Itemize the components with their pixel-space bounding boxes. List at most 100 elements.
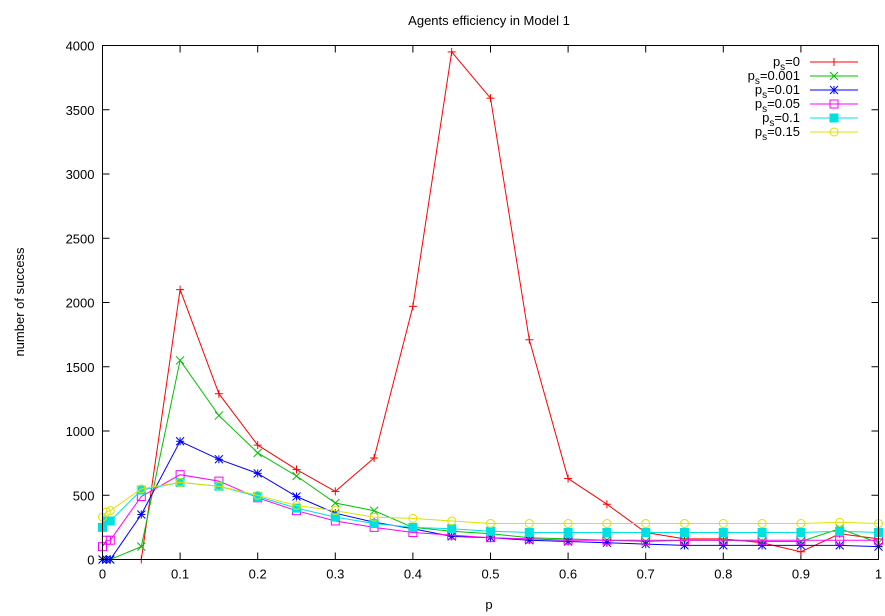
data-point bbox=[408, 522, 418, 532]
data-point bbox=[214, 389, 223, 398]
x-tick-label: 0.3 bbox=[326, 567, 344, 582]
data-point bbox=[105, 535, 115, 545]
y-tick-label: 500 bbox=[73, 488, 95, 503]
data-point bbox=[680, 541, 689, 550]
data-point bbox=[525, 335, 534, 344]
data-point bbox=[829, 127, 839, 137]
data-point bbox=[292, 501, 301, 511]
data-point bbox=[136, 510, 146, 519]
x-tick-label: 0.7 bbox=[637, 567, 655, 582]
data-point bbox=[370, 453, 379, 462]
x-tick-label: 0.8 bbox=[714, 567, 732, 582]
data-point bbox=[796, 541, 806, 550]
legend-label: ps=0 bbox=[773, 54, 800, 73]
plot-frame bbox=[102, 45, 879, 560]
data-point bbox=[447, 516, 457, 526]
data-point bbox=[757, 528, 767, 538]
data-point bbox=[214, 411, 224, 420]
legend-label: ps=0.001 bbox=[748, 68, 800, 87]
data-point bbox=[486, 526, 495, 536]
data-point bbox=[486, 519, 495, 529]
data-point bbox=[253, 469, 263, 478]
y-tick-label: 4000 bbox=[66, 39, 95, 54]
data-point bbox=[835, 526, 845, 536]
x-tick-label: 0.4 bbox=[404, 567, 422, 582]
data-point bbox=[447, 524, 457, 534]
data-point bbox=[718, 519, 728, 529]
data-point bbox=[105, 516, 115, 526]
y-tick-label: 2500 bbox=[66, 231, 95, 246]
data-point bbox=[136, 542, 146, 552]
data-point bbox=[641, 528, 651, 538]
data-point bbox=[292, 465, 301, 474]
data-point bbox=[718, 541, 728, 550]
data-point bbox=[680, 528, 689, 538]
data-point bbox=[175, 355, 185, 365]
data-point bbox=[563, 519, 573, 529]
data-point bbox=[829, 113, 839, 123]
y-tick-label: 0 bbox=[87, 553, 94, 568]
data-point bbox=[829, 71, 839, 81]
data-point bbox=[214, 481, 224, 491]
legend-item: ps=0.001 bbox=[748, 68, 858, 87]
y-tick-label: 1000 bbox=[66, 424, 95, 439]
data-point bbox=[292, 492, 301, 501]
legend-item: ps=0.05 bbox=[755, 96, 858, 115]
data-point bbox=[330, 498, 340, 508]
x-tick-label: 0.5 bbox=[481, 567, 499, 582]
data-point bbox=[175, 477, 185, 487]
data-point bbox=[830, 58, 838, 66]
y-tick-label: 3000 bbox=[66, 167, 95, 182]
data-point bbox=[253, 441, 262, 450]
x-axis-label: p bbox=[485, 597, 492, 612]
data-point bbox=[835, 535, 845, 545]
data-point bbox=[524, 519, 534, 529]
data-point bbox=[796, 528, 806, 538]
y-axis-label: number of success bbox=[12, 247, 27, 357]
data-point bbox=[796, 519, 806, 529]
data-point bbox=[136, 484, 146, 494]
legend-label: ps=0.15 bbox=[755, 124, 800, 143]
legend-item: ps=0 bbox=[773, 54, 858, 73]
data-point bbox=[253, 490, 263, 500]
legend-item: ps=0.01 bbox=[755, 82, 858, 101]
data-point bbox=[641, 519, 651, 529]
series-line bbox=[102, 481, 879, 524]
y-tick-label: 2000 bbox=[66, 296, 95, 311]
data-point bbox=[331, 487, 340, 496]
legend-label: ps=0.05 bbox=[755, 96, 800, 115]
legend-label: ps=0.01 bbox=[755, 82, 800, 101]
x-tick-label: 0 bbox=[99, 567, 106, 582]
data-point bbox=[757, 541, 767, 550]
data-point bbox=[214, 454, 224, 464]
data-point bbox=[408, 513, 418, 523]
data-point bbox=[176, 285, 185, 294]
data-point bbox=[330, 512, 340, 522]
legend-item: ps=0.15 bbox=[755, 124, 858, 143]
data-point bbox=[835, 517, 845, 527]
data-point bbox=[408, 302, 417, 311]
data-point bbox=[253, 448, 263, 458]
data-point bbox=[175, 436, 185, 446]
data-point bbox=[486, 94, 495, 103]
series-5 bbox=[98, 477, 883, 529]
legend-label: ps=0.1 bbox=[762, 110, 800, 129]
data-point bbox=[718, 528, 728, 538]
data-point bbox=[602, 519, 612, 529]
data-point bbox=[757, 519, 767, 529]
data-point bbox=[564, 474, 573, 483]
data-point bbox=[330, 506, 340, 516]
x-tick-label: 1 bbox=[875, 567, 882, 582]
legend-item: ps=0.1 bbox=[762, 110, 858, 129]
data-point bbox=[829, 85, 839, 95]
x-tick-label: 0.6 bbox=[559, 567, 577, 582]
y-tick-label: 3500 bbox=[66, 103, 95, 118]
data-point bbox=[563, 528, 573, 538]
x-tick-label: 0.1 bbox=[171, 567, 189, 582]
data-point bbox=[369, 512, 379, 522]
data-point bbox=[524, 528, 534, 538]
data-point bbox=[105, 506, 115, 516]
data-point bbox=[602, 528, 612, 538]
